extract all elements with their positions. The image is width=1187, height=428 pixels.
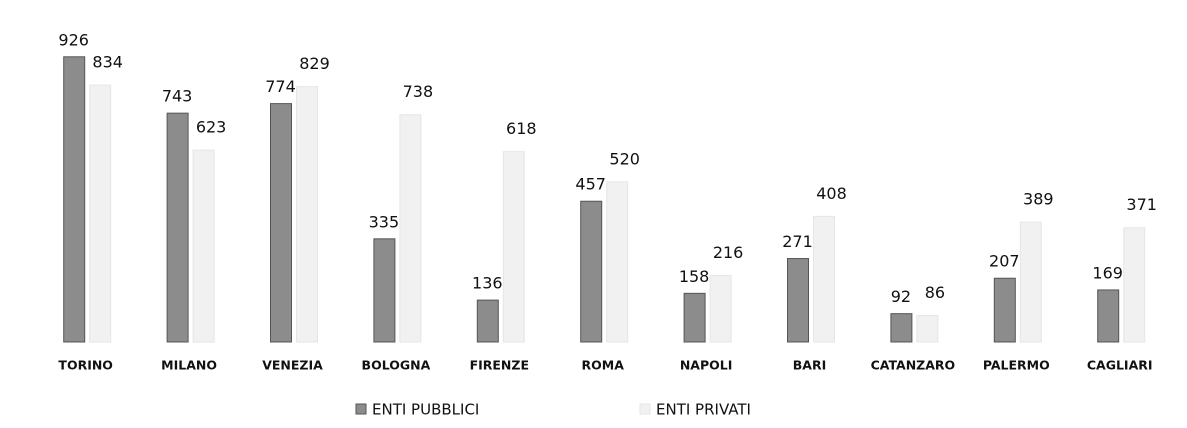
bar xyxy=(166,112,189,343)
bar xyxy=(813,215,835,343)
data-label: 834 xyxy=(92,53,123,72)
legend-label: ENTI PRIVATI xyxy=(656,401,751,419)
x-tick-label: TORINO xyxy=(58,358,113,373)
legend-label: ENTI PUBBLICI xyxy=(372,401,479,419)
data-label: 389 xyxy=(1023,190,1054,209)
bar xyxy=(399,114,422,343)
x-tick-label: PALERMO xyxy=(983,358,1050,373)
data-label: 216 xyxy=(713,243,744,262)
x-tick-label: NAPOLI xyxy=(680,358,733,373)
data-label: 738 xyxy=(403,82,434,101)
data-label: 169 xyxy=(1092,263,1123,282)
bar xyxy=(787,258,809,343)
data-label: 774 xyxy=(265,77,296,96)
bar xyxy=(63,56,86,343)
bar xyxy=(476,299,499,343)
bar xyxy=(296,86,318,343)
data-label: 408 xyxy=(816,184,847,203)
data-label: 86 xyxy=(925,283,945,302)
data-label: 371 xyxy=(1126,195,1157,214)
bar xyxy=(993,277,1016,343)
bar xyxy=(916,315,939,343)
x-tick-label: CATANZARO xyxy=(871,358,956,373)
bar xyxy=(580,200,603,343)
data-label: 271 xyxy=(782,232,813,251)
bar xyxy=(890,313,913,343)
x-tick-label: BOLOGNA xyxy=(362,358,431,373)
bar xyxy=(89,84,112,343)
data-label: 743 xyxy=(162,87,193,106)
data-label: 92 xyxy=(891,287,911,306)
bar xyxy=(373,238,396,343)
bar xyxy=(192,149,215,343)
bar xyxy=(1097,289,1120,343)
x-tick-label: BARI xyxy=(793,358,826,373)
data-label: 926 xyxy=(58,30,89,49)
data-label: 618 xyxy=(506,119,537,138)
data-label: 623 xyxy=(196,118,227,137)
bar xyxy=(270,103,292,343)
data-label: 457 xyxy=(575,175,606,194)
bar xyxy=(683,292,706,343)
bar xyxy=(606,181,629,343)
data-label: 207 xyxy=(989,252,1020,271)
data-label: 520 xyxy=(609,149,640,168)
bar xyxy=(1123,227,1146,343)
bar xyxy=(709,274,732,343)
x-tick-label: VENEZIA xyxy=(262,358,323,373)
bar xyxy=(1019,221,1042,343)
legend-swatch xyxy=(639,403,651,415)
x-tick-label: ROMA xyxy=(582,358,625,373)
data-label: 335 xyxy=(369,212,400,231)
x-tick-label: CAGLIARI xyxy=(1087,358,1153,373)
data-label: 136 xyxy=(472,274,503,293)
x-tick-label: MILANO xyxy=(161,358,217,373)
legend-swatch xyxy=(355,403,367,415)
data-label: 158 xyxy=(679,267,710,286)
x-tick-label: FIRENZE xyxy=(470,358,529,373)
data-label: 829 xyxy=(299,54,330,73)
bar xyxy=(502,151,525,343)
